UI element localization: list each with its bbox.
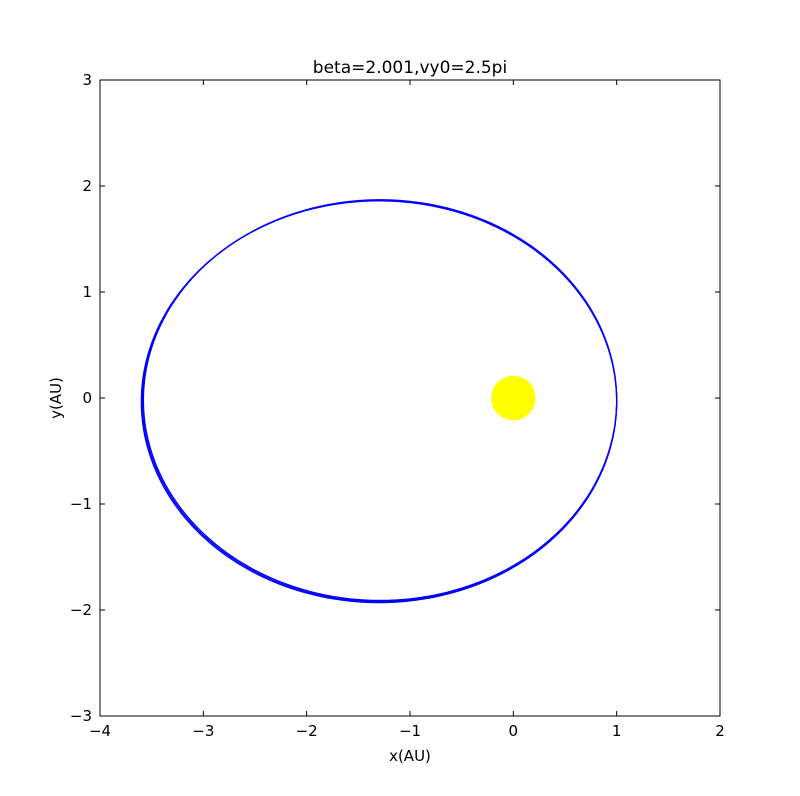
x-tick-label: −4: [89, 722, 111, 740]
x-tick-label: 2: [715, 722, 725, 740]
y-tick-label: 2: [82, 177, 92, 195]
chart-title: beta=2.001,vy0=2.5pi: [313, 58, 507, 78]
x-tick-label: −2: [296, 722, 318, 740]
orbit-trace: [141, 199, 618, 603]
y-tick-label: −1: [70, 495, 92, 513]
y-tick-label: −2: [70, 601, 92, 619]
y-tick-label: 1: [82, 283, 92, 301]
x-tick-label: 0: [509, 722, 519, 740]
x-tick-label: 1: [612, 722, 622, 740]
y-tick-label: −3: [70, 707, 92, 725]
x-tick-label: −1: [399, 722, 421, 740]
sun-marker: [491, 375, 536, 421]
y-tick-label: 0: [82, 389, 92, 407]
orbit-trace: [142, 199, 618, 602]
y-tick-label: 3: [82, 71, 92, 89]
plot-frame: [99, 79, 721, 717]
x-tick-label: −3: [192, 722, 214, 740]
plot-area: [140, 199, 618, 604]
x-axis-label: x(AU): [389, 747, 431, 765]
y-axis-label: y(AU): [47, 377, 65, 419]
